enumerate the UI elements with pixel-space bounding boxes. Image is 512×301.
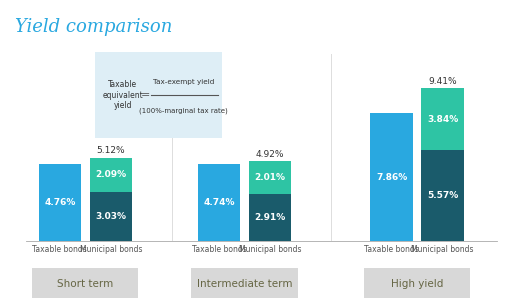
Bar bbox=[38, 163, 81, 241]
Bar bbox=[90, 158, 132, 192]
Text: 9.41%: 9.41% bbox=[428, 77, 457, 86]
Text: Tax-exempt yield: Tax-exempt yield bbox=[153, 79, 215, 85]
Text: (100%-marginal tax rate): (100%-marginal tax rate) bbox=[139, 107, 228, 114]
Text: Yield comparison: Yield comparison bbox=[15, 18, 173, 36]
Bar bbox=[421, 88, 464, 150]
Text: 3.03%: 3.03% bbox=[95, 212, 126, 221]
Bar bbox=[421, 150, 464, 241]
Bar bbox=[249, 161, 291, 194]
Text: High yield: High yield bbox=[391, 279, 443, 290]
Text: 3.84%: 3.84% bbox=[427, 115, 458, 124]
Text: Short term: Short term bbox=[57, 279, 114, 290]
Text: 2.01%: 2.01% bbox=[254, 173, 286, 182]
Text: 7.86%: 7.86% bbox=[376, 172, 407, 182]
Text: 5.12%: 5.12% bbox=[96, 146, 125, 155]
Bar bbox=[249, 194, 291, 241]
Text: 2.09%: 2.09% bbox=[95, 170, 126, 179]
Text: 4.74%: 4.74% bbox=[203, 198, 235, 207]
Text: 2.91%: 2.91% bbox=[254, 213, 286, 222]
Text: Intermediate term: Intermediate term bbox=[197, 279, 292, 290]
Bar bbox=[198, 164, 240, 241]
Text: =: = bbox=[141, 90, 150, 100]
Text: 4.92%: 4.92% bbox=[256, 150, 284, 159]
Text: 4.76%: 4.76% bbox=[44, 198, 76, 207]
Text: 5.57%: 5.57% bbox=[427, 191, 458, 200]
Bar bbox=[370, 113, 413, 241]
Text: Taxable
equivalent
yield: Taxable equivalent yield bbox=[102, 80, 143, 110]
Bar bbox=[90, 192, 132, 241]
